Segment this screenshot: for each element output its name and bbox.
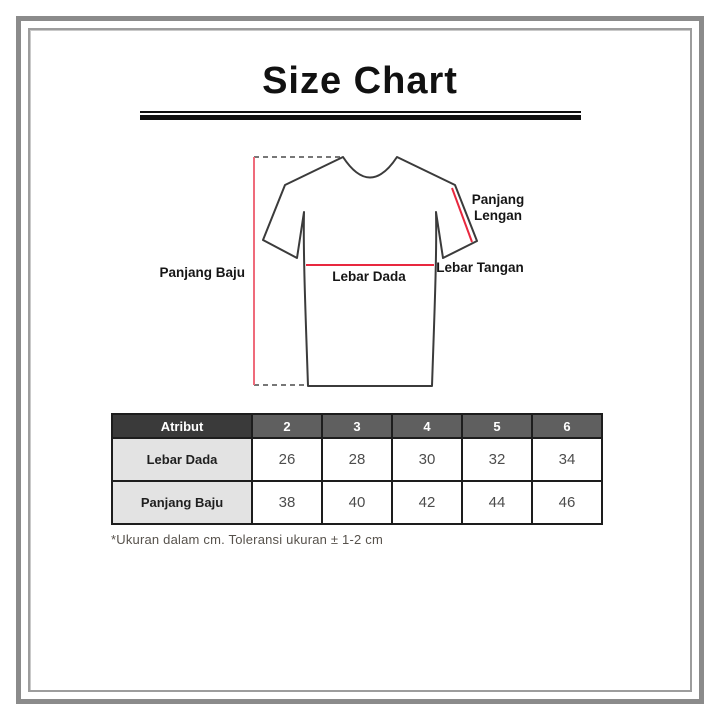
size-table: Atribut 2 3 4 5 6 Lebar Dada 26 28 30 32…	[111, 413, 603, 525]
cell-value: 30	[391, 437, 463, 482]
row-label-panjang-baju: Panjang Baju	[111, 480, 253, 525]
table-header-size-6: 6	[531, 413, 603, 439]
size-footnote: *Ukuran dalam cm. Toleransi ukuran ± 1-2…	[111, 532, 383, 547]
divider-thin-line	[140, 111, 581, 113]
cell-value: 40	[321, 480, 393, 525]
cell-value: 32	[461, 437, 533, 482]
cell-value: 44	[461, 480, 533, 525]
label-panjang-lengan-line1: Panjang	[472, 192, 525, 207]
table-header-size-5: 5	[461, 413, 533, 439]
label-lebar-tangan: Lebar Tangan	[436, 260, 524, 275]
cell-value: 42	[391, 480, 463, 525]
cell-value: 34	[531, 437, 603, 482]
table-header-atribut: Atribut	[111, 413, 253, 439]
panjang-lengan-measure-line	[451, 187, 473, 243]
size-table-header-row: Atribut 2 3 4 5 6	[111, 413, 603, 439]
cell-value: 38	[251, 480, 323, 525]
cell-value: 46	[531, 480, 603, 525]
title-divider	[140, 111, 581, 120]
tshirt-outline	[262, 156, 478, 387]
label-panjang-lengan-line2: Lengan	[474, 208, 522, 223]
table-row-lebar-dada: Lebar Dada 26 28 30 32 34	[111, 437, 603, 482]
label-lebar-dada: Lebar Dada	[332, 269, 406, 284]
table-header-size-3: 3	[321, 413, 393, 439]
table-row-panjang-baju: Panjang Baju 38 40 42 44 46	[111, 480, 603, 525]
tshirt-measurement-diagram: Panjang Baju Lebar Dada Panjang Lengan L…	[159, 156, 525, 387]
cell-value: 26	[251, 437, 323, 482]
row-label-lebar-dada: Lebar Dada	[111, 437, 253, 482]
table-header-size-4: 4	[391, 413, 463, 439]
page-title: Size Chart	[262, 60, 458, 102]
divider-thick-line	[140, 115, 581, 120]
label-panjang-baju: Panjang Baju	[159, 265, 245, 280]
cell-value: 28	[321, 437, 393, 482]
table-header-size-2: 2	[251, 413, 323, 439]
